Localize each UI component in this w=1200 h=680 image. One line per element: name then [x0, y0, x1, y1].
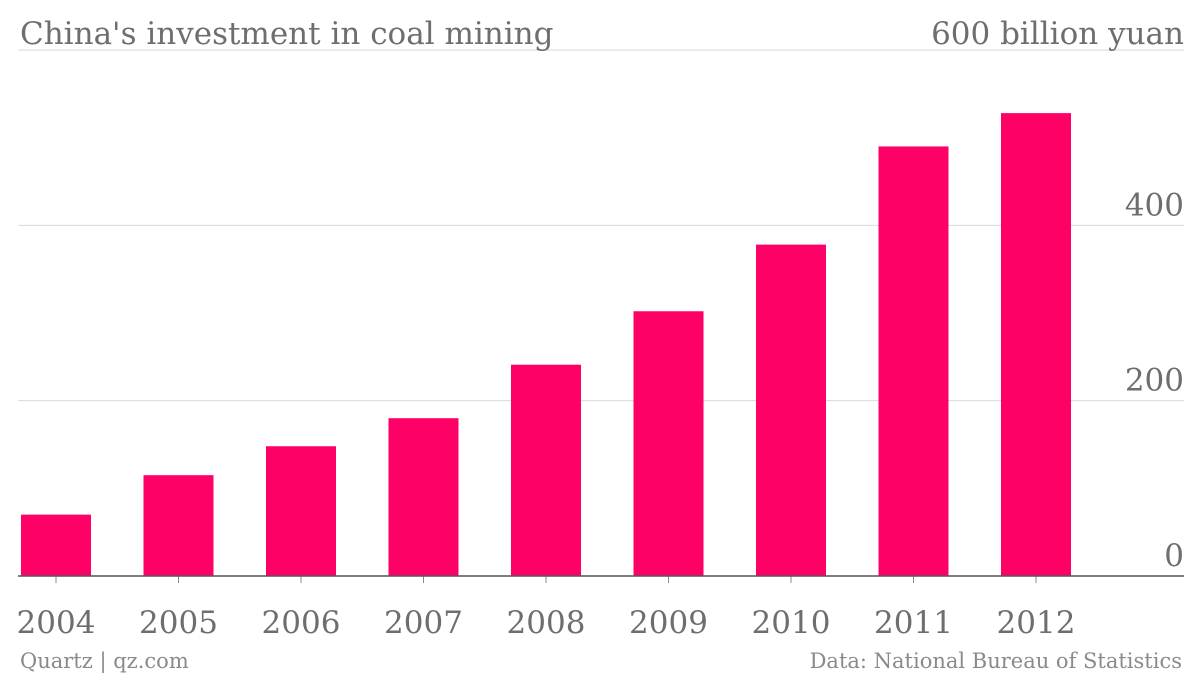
footer-source-left: Quartz | qz.com [20, 649, 189, 674]
bar-2007 [388, 418, 459, 576]
x-tick-label-2004: 2004 [17, 605, 96, 641]
chart-title: China's investment in coal mining [20, 16, 553, 52]
y-tick-label-0: 0 [1164, 538, 1184, 574]
bar-2008 [511, 364, 581, 576]
bar-2005 [143, 475, 214, 576]
x-tick-label-2007: 2007 [384, 605, 463, 641]
bar-2006 [266, 446, 336, 576]
x-tick-label-2010: 2010 [752, 605, 831, 641]
bar-series [21, 113, 1071, 577]
x-tick-label-2008: 2008 [507, 605, 586, 641]
x-tick-label-2005: 2005 [139, 605, 218, 641]
x-tick-label-2006: 2006 [262, 605, 341, 641]
y-axis-unit-label: 600 billion yuan [931, 16, 1184, 52]
gridlines [18, 49, 1184, 402]
footer-source-right: Data: National Bureau of Statistics [810, 649, 1182, 673]
x-tick-label-2012: 2012 [997, 605, 1076, 641]
bar-2012 [1001, 113, 1071, 577]
bar-2009 [633, 311, 704, 576]
x-axis: 2004 2005 2006 2007 2008 2009 2010 2011 2012 [17, 575, 1184, 641]
y-axis-tick-labels: 0 200 400 [1125, 187, 1184, 574]
bar-2004 [21, 514, 91, 576]
y-tick-label-200: 200 [1125, 363, 1184, 399]
y-tick-label-400: 400 [1125, 187, 1184, 223]
x-tick-label-2011: 2011 [874, 605, 953, 641]
bar-2010 [756, 244, 826, 576]
bar-2011 [878, 146, 949, 576]
x-tick-label-2009: 2009 [629, 605, 708, 641]
